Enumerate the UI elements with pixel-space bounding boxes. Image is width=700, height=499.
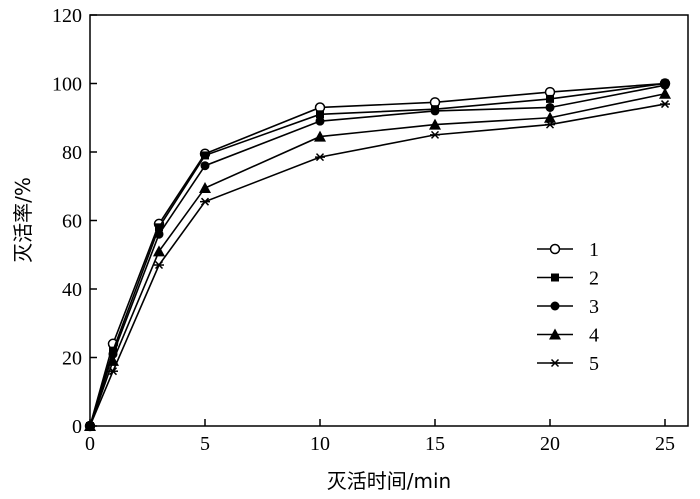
x-tick-label: 5 [200, 433, 210, 455]
data-point [315, 116, 325, 126]
y-tick-label: 20 [62, 348, 82, 370]
asterisk-stroke [315, 153, 325, 162]
series-3 [85, 80, 670, 431]
x-tick-label: 20 [540, 433, 560, 455]
legend-item-1: 1 [537, 239, 599, 261]
y-axis-ticks: 0 20 40 60 80 100 120 [52, 5, 97, 438]
data-point [660, 100, 670, 109]
data-point [201, 151, 209, 160]
series-line [89, 82, 666, 427]
x-tick-label: 15 [425, 433, 445, 455]
data-point [155, 223, 163, 232]
asterisk-stroke [545, 120, 555, 129]
legend: 1 2 3 4 5 [537, 239, 599, 375]
data-point [430, 106, 440, 116]
data-point [200, 161, 210, 171]
data-point [545, 120, 555, 129]
series-line [89, 82, 666, 427]
asterisk-stroke [108, 367, 118, 376]
x-axis-title: 灭活时间/min [327, 469, 451, 493]
asterisk-stroke [550, 358, 560, 368]
y-tick-label: 80 [62, 142, 82, 164]
legend-label: 2 [589, 268, 599, 290]
series-2 [86, 79, 669, 430]
series-line [89, 92, 666, 427]
legend-label: 4 [589, 325, 599, 347]
data-point [546, 94, 554, 103]
data-point [315, 153, 325, 162]
data-point [154, 229, 164, 239]
asterisk-stroke [154, 260, 164, 270]
data-point [429, 118, 441, 130]
y-tick-label: 0 [72, 416, 82, 438]
data-point [430, 130, 440, 139]
data-point [108, 367, 118, 376]
series-1 [84, 78, 671, 432]
data-point [549, 243, 561, 255]
legend-label: 1 [589, 239, 599, 261]
data-point [153, 245, 165, 257]
series-4 [84, 87, 671, 431]
data-point [659, 87, 671, 99]
y-tick-label: 40 [62, 279, 82, 301]
data-point [550, 301, 560, 311]
legend-item-5: 5 [537, 353, 599, 375]
y-tick-label: 120 [52, 5, 82, 27]
legend-label: 3 [589, 296, 599, 318]
y-axis-title: 灭活率/% [11, 177, 35, 263]
data-point [200, 197, 210, 206]
data-point [545, 102, 555, 112]
x-tick-label: 0 [85, 433, 95, 455]
series-layer [84, 78, 671, 432]
data-point [199, 181, 211, 193]
legend-item-3: 3 [537, 296, 599, 318]
legend-item-4: 4 [537, 325, 599, 347]
asterisk-stroke [85, 421, 95, 431]
data-point [316, 110, 324, 119]
series-line [89, 103, 666, 427]
asterisk-stroke [200, 197, 210, 206]
series-5 [85, 100, 670, 431]
data-point [549, 328, 561, 340]
x-tick-label: 25 [655, 433, 675, 455]
data-point [550, 358, 560, 368]
data-point [544, 111, 556, 123]
data-point [85, 421, 95, 431]
data-point [551, 273, 559, 282]
y-tick-label: 100 [52, 74, 82, 96]
data-point [660, 80, 670, 90]
series-line [89, 84, 666, 427]
x-axis-ticks: 0 5 10 15 20 25 [85, 419, 675, 455]
legend-item-2: 2 [537, 268, 599, 290]
asterisk-stroke [430, 130, 440, 139]
x-tick-label: 10 [310, 433, 330, 455]
y-tick-label: 60 [62, 211, 82, 233]
data-point [154, 260, 164, 270]
asterisk-stroke [660, 100, 670, 109]
legend-label: 5 [589, 353, 599, 375]
data-point [314, 130, 326, 142]
